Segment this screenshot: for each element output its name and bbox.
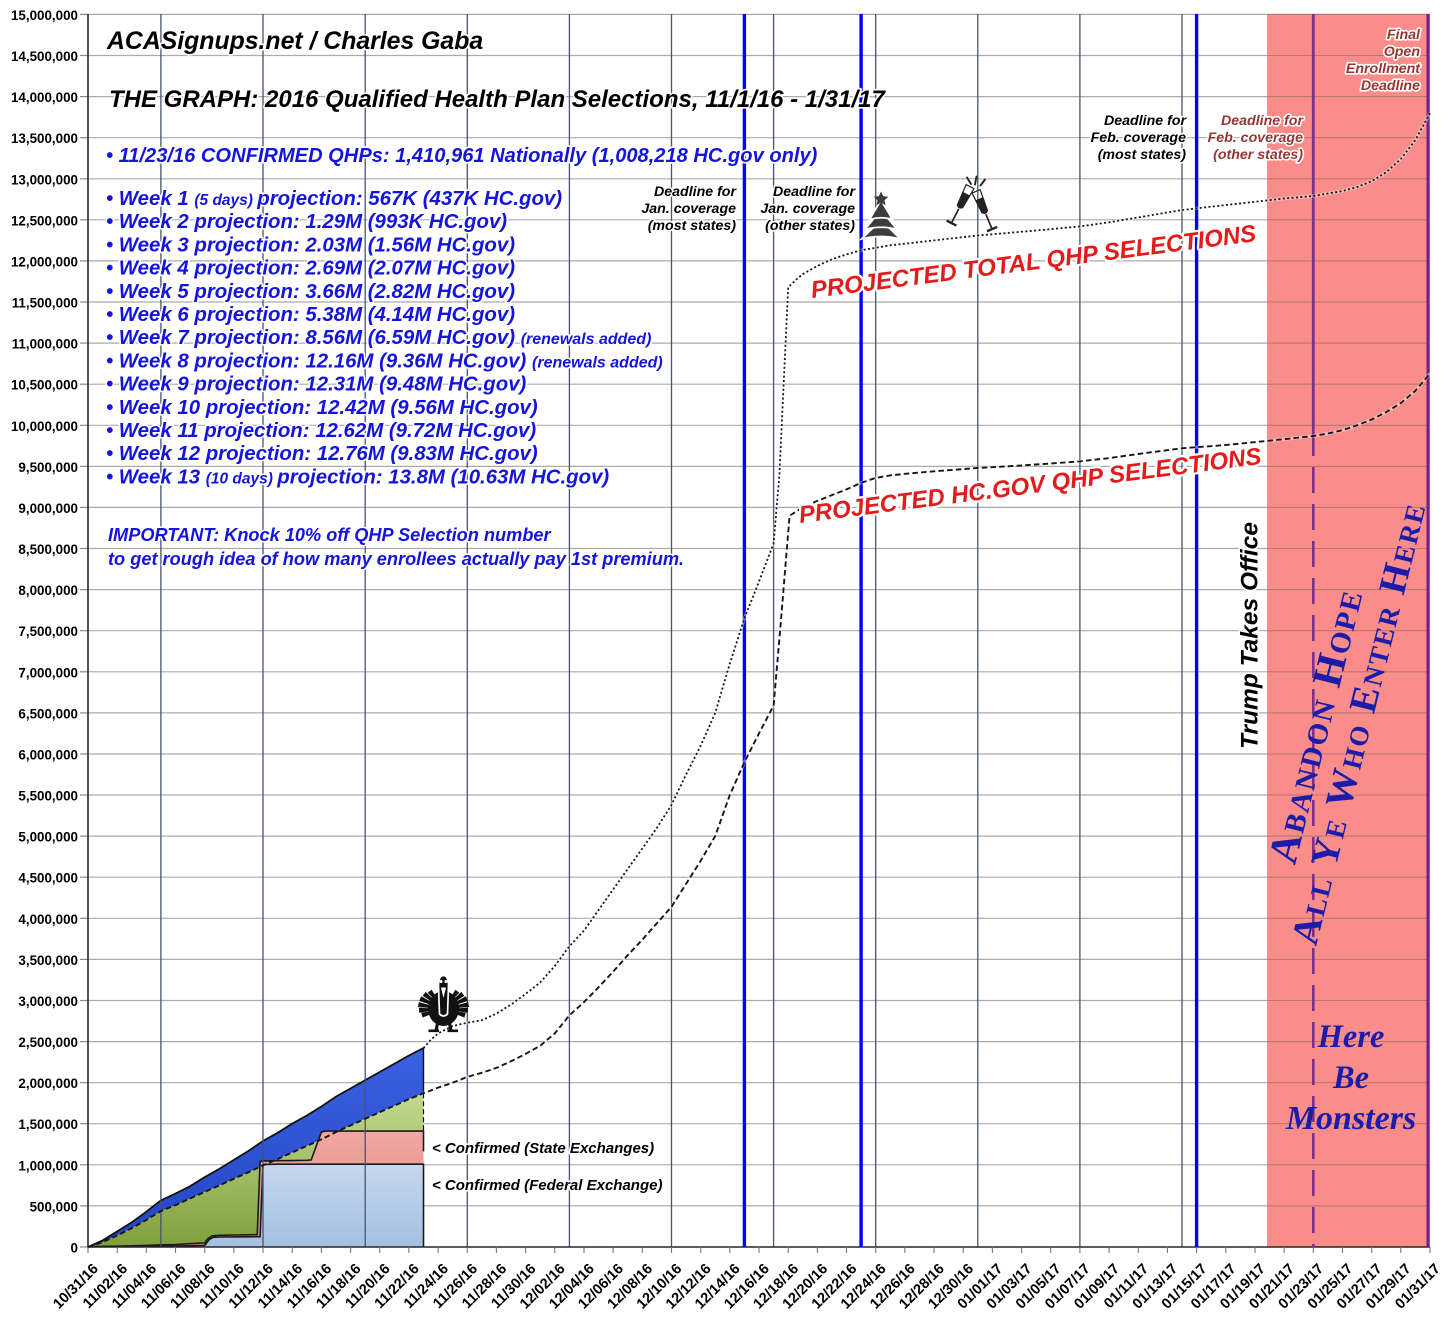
svg-text:Deadline for: Deadline for [1221, 113, 1304, 129]
svg-text:(other states): (other states) [1213, 147, 1303, 163]
svg-text:2,500,000: 2,500,000 [18, 1035, 78, 1050]
svg-text:13,000,000: 13,000,000 [11, 172, 78, 187]
svg-text:11,000,000: 11,000,000 [12, 337, 78, 352]
svg-text:15,000,000: 15,000,000 [11, 8, 78, 23]
svg-text:< Confirmed (Federal Exchange): < Confirmed (Federal Exchange) [432, 1177, 662, 1194]
svg-text:• Week 5 projection: 3.66M (2.: • Week 5 projection: 3.66M (2.82M HC.gov… [106, 281, 515, 303]
svg-text:• Week 1 (5 days) projection:: • Week 1 (5 days) projection: 567K (437K… [106, 188, 562, 210]
svg-text:1,000,000: 1,000,000 [18, 1158, 78, 1173]
svg-text:7,500,000: 7,500,000 [18, 624, 78, 639]
svg-text:12,500,000: 12,500,000 [11, 213, 78, 228]
svg-text:2,000,000: 2,000,000 [18, 1076, 78, 1091]
svg-text:• Week 12 projection: 12.76M (: • Week 12 projection: 12.76M (9.83M HC.g… [106, 443, 538, 465]
svg-text:1,500,000: 1,500,000 [18, 1117, 78, 1132]
svg-text:• Week 13 (10 days) projection: • Week 13 (10 days) projection: 13.8M (1… [106, 466, 609, 488]
svg-text:10,000,000: 10,000,000 [11, 419, 78, 434]
svg-text:Deadline for: Deadline for [1104, 113, 1187, 129]
svg-text:• Week 2 projection: 1.29M (99: • Week 2 projection: 1.29M (993K HC.gov) [106, 211, 507, 233]
svg-text:8,000,000: 8,000,000 [18, 583, 78, 598]
svg-text:Jan. coverage: Jan. coverage [641, 201, 736, 217]
svg-text:11,500,000: 11,500,000 [12, 296, 78, 311]
svg-text:9,500,000: 9,500,000 [18, 460, 78, 475]
svg-text:• Week 8 projection: 12.16M (9: • Week 8 projection: 12.16M (9.36M HC.go… [106, 350, 663, 372]
svg-text:to get rough idea of how many: to get rough idea of how many enrollees … [108, 549, 684, 569]
svg-text:• Week 11 projection: 12.62M (: • Week 11 projection: 12.62M (9.72M HC.g… [106, 420, 536, 442]
svg-text:• 11/23/16 CONFIRMED QHPs: 1,4: • 11/23/16 CONFIRMED QHPs: 1,410,961 Nat… [106, 145, 818, 167]
svg-text:14,500,000: 14,500,000 [11, 49, 78, 64]
svg-text:(other states): (other states) [765, 218, 855, 234]
svg-text:6,000,000: 6,000,000 [18, 748, 78, 763]
svg-text:IMPORTANT: Knock 10% off QHP S: IMPORTANT: Knock 10% off QHP Selection n… [108, 525, 552, 545]
svg-text:(most states): (most states) [648, 218, 737, 234]
svg-text:• Week 3 projection: 2.03M (1.: • Week 3 projection: 2.03M (1.56M HC.gov… [106, 234, 515, 256]
svg-text:6,500,000: 6,500,000 [18, 706, 78, 721]
svg-text:• Week 10 projection: 12.42M (: • Week 10 projection: 12.42M (9.56M HC.g… [106, 397, 538, 419]
svg-text:Be: Be [1332, 1060, 1369, 1096]
svg-text:10,500,000: 10,500,000 [11, 378, 78, 393]
svg-text:• Week 7 projection: 8.56M (6.: • Week 7 projection: 8.56M (6.59M HC.gov… [106, 327, 651, 349]
svg-text:• Week 9 projection: 12.31M (9: • Week 9 projection: 12.31M (9.48M HC.go… [106, 374, 527, 396]
svg-text:5,500,000: 5,500,000 [18, 789, 78, 804]
svg-text:• Week 6 projection: 5.38M (4.: • Week 6 projection: 5.38M (4.14M HC.gov… [106, 304, 515, 326]
svg-text:Monsters: Monsters [1285, 1100, 1416, 1137]
svg-text:Trump Takes Office: Trump Takes Office [1237, 522, 1264, 749]
svg-text:3,500,000: 3,500,000 [18, 953, 78, 968]
svg-text:THE GRAPH: 2016 Qualified Heal: THE GRAPH: 2016 Qualified Health Plan Se… [109, 86, 887, 113]
svg-text:3,000,000: 3,000,000 [18, 994, 78, 1009]
svg-text:500,000: 500,000 [30, 1199, 78, 1214]
svg-text:Jan. coverage: Jan. coverage [760, 201, 855, 217]
svg-text:Open: Open [1384, 44, 1421, 60]
svg-text:Deadline for: Deadline for [654, 184, 737, 200]
svg-text:9,000,000: 9,000,000 [18, 501, 78, 516]
svg-text:13,500,000: 13,500,000 [11, 131, 78, 146]
svg-text:12,000,000: 12,000,000 [11, 254, 78, 269]
svg-text:ACASignups.net / Charles Gaba: ACASignups.net / Charles Gaba [106, 28, 483, 55]
svg-text:5,000,000: 5,000,000 [18, 830, 78, 845]
svg-text:7,000,000: 7,000,000 [18, 665, 78, 680]
svg-text:(most states): (most states) [1098, 147, 1187, 163]
svg-text:4,500,000: 4,500,000 [18, 871, 78, 886]
svg-text:< Confirmed (State Exchanges): < Confirmed (State Exchanges) [432, 1140, 654, 1157]
svg-text:4,000,000: 4,000,000 [18, 912, 78, 927]
svg-text:Deadline for: Deadline for [773, 184, 856, 200]
svg-text:Here: Here [1317, 1019, 1385, 1055]
svg-text:0: 0 [71, 1241, 78, 1256]
svg-text:8,500,000: 8,500,000 [18, 542, 78, 557]
svg-text:Final: Final [1387, 27, 1421, 43]
svg-text:14,000,000: 14,000,000 [11, 90, 78, 105]
svg-text:• Week 4 projection: 2.69M (2.: • Week 4 projection: 2.69M (2.07M HC.gov… [106, 258, 515, 280]
svg-text:Deadline: Deadline [1361, 78, 1420, 94]
svg-text:Feb. coverage: Feb. coverage [1091, 130, 1187, 146]
svg-text:Enrollment: Enrollment [1346, 61, 1421, 77]
svg-text:Feb. coverage: Feb. coverage [1208, 130, 1304, 146]
